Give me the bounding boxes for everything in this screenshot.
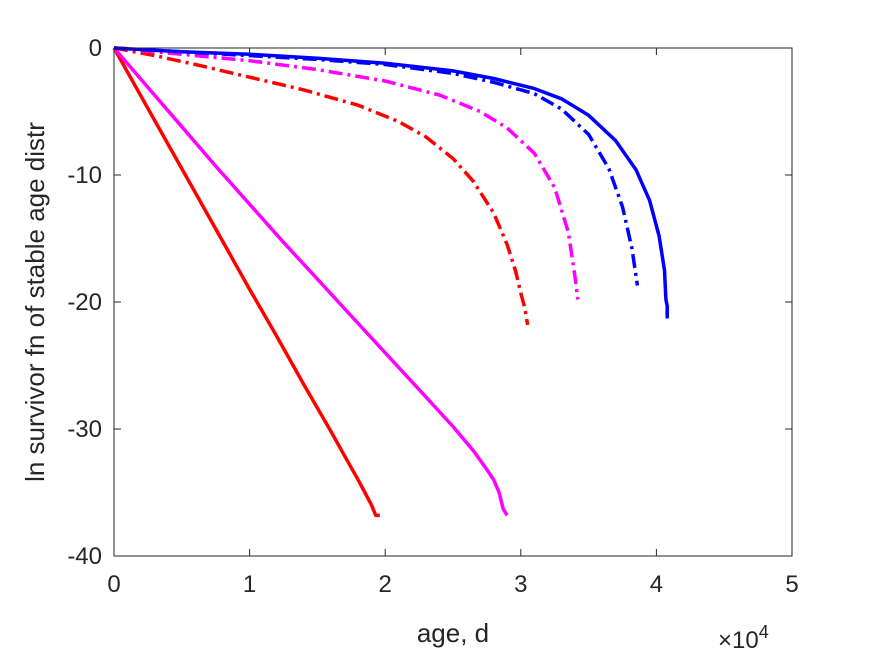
x-tick-label: 0 (107, 571, 120, 598)
x-axis-label: age, d (417, 618, 489, 648)
x-tick-labels: 0 1 2 3 4 5 (107, 571, 798, 598)
x-tick-label: 1 (243, 571, 256, 598)
series-layer (112, 46, 669, 518)
y-tick-label: -30 (67, 416, 102, 443)
tick-layer (113, 47, 793, 557)
y-tick-label: -20 (67, 289, 102, 316)
series-line-2 (112, 46, 509, 517)
x-exponent-base: ×10 (718, 627, 759, 654)
y-tick-label: 0 (89, 35, 102, 62)
x-tick-label: 3 (514, 571, 527, 598)
plot-area (114, 48, 792, 556)
series-line-6 (113, 46, 669, 319)
x-tick-label: 2 (379, 571, 392, 598)
series-line-4 (113, 46, 580, 300)
series-line-3 (113, 46, 530, 326)
y-tick-label: -10 (67, 162, 102, 189)
x-exponent-power: 4 (759, 622, 769, 642)
y-axis-label: ln survivor fn of stable age distr (20, 122, 50, 482)
x-tick-label: 5 (785, 571, 798, 598)
y-tick-labels: 0 -10 -20 -30 -40 (67, 35, 102, 570)
series-line-1 (112, 47, 380, 518)
x-exponent-label: ×104 (718, 622, 769, 654)
x-tick-label: 4 (650, 571, 663, 598)
y-tick-label: -40 (67, 543, 102, 570)
